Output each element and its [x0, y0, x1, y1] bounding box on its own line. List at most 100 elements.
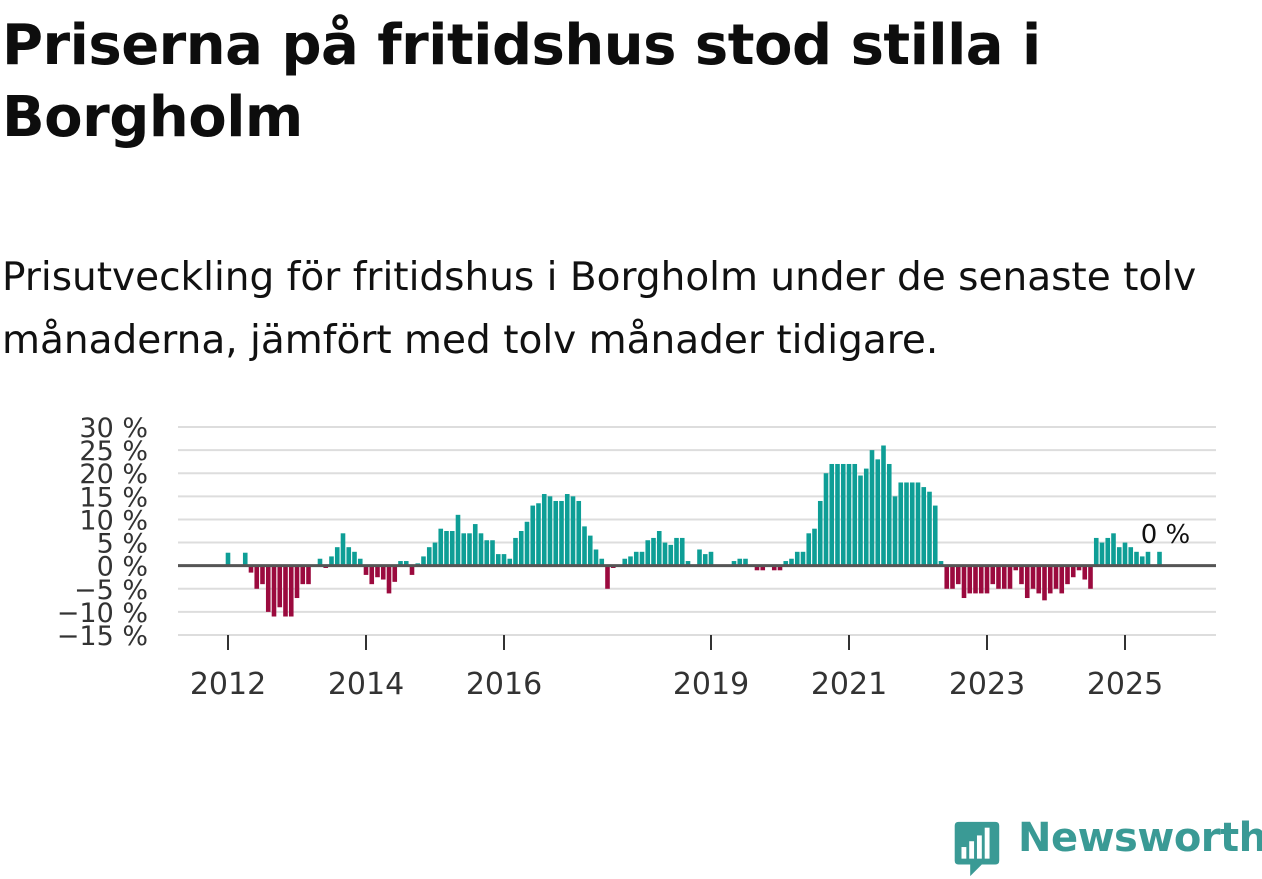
bar — [340, 533, 346, 566]
bar — [697, 549, 702, 566]
bar — [582, 526, 587, 566]
bar — [317, 558, 323, 566]
grid-lines — [178, 426, 1216, 636]
bar — [938, 561, 944, 566]
bar — [375, 565, 380, 578]
bar — [490, 540, 495, 566]
y-tick-label: 0 % — [97, 552, 148, 583]
bar — [1088, 565, 1093, 589]
bar — [760, 565, 766, 571]
x-tick-label: 2012 — [190, 667, 266, 700]
bar — [679, 537, 685, 566]
bar — [536, 503, 541, 566]
bar — [444, 531, 449, 566]
bar — [892, 496, 898, 566]
x-tick-label: 2021 — [811, 667, 887, 700]
y-tick-label: 15 % — [79, 482, 148, 513]
bar — [731, 561, 737, 566]
bar — [1059, 565, 1065, 594]
y-tick-label: −10 % — [57, 598, 148, 629]
brand-name: Newsworthy — [1018, 815, 1262, 861]
bar — [334, 547, 340, 566]
bar — [806, 533, 812, 566]
bar — [633, 551, 639, 566]
y-tick-label: −15 % — [57, 621, 148, 652]
bar — [955, 565, 961, 585]
bar — [875, 459, 881, 566]
bar — [967, 565, 973, 594]
bar — [461, 533, 467, 566]
bar — [225, 552, 231, 566]
bar — [1116, 547, 1122, 566]
bar — [794, 551, 800, 566]
bar — [835, 463, 840, 566]
bar — [1053, 565, 1059, 589]
bar — [455, 514, 461, 566]
bar — [386, 565, 392, 594]
bar — [771, 565, 777, 571]
bar — [346, 547, 352, 566]
bar — [605, 565, 610, 589]
bar — [242, 552, 248, 566]
bar — [300, 565, 306, 585]
bar — [961, 565, 967, 599]
bar — [478, 533, 484, 566]
bar — [306, 565, 311, 585]
bar — [570, 496, 576, 566]
bar — [685, 561, 691, 566]
bar — [990, 565, 996, 585]
y-tick-label: 10 % — [79, 505, 148, 536]
bar — [265, 565, 271, 612]
bar — [432, 542, 438, 566]
bar — [754, 565, 760, 571]
bar — [1036, 565, 1042, 594]
bar — [518, 531, 524, 566]
bar — [1128, 547, 1134, 566]
bar — [403, 561, 409, 566]
bar — [651, 537, 656, 566]
newsworthy-logo-icon — [954, 821, 1000, 877]
bar — [1145, 551, 1151, 566]
bar — [513, 537, 518, 566]
bar — [426, 547, 432, 566]
bar — [484, 540, 490, 566]
bar — [812, 528, 817, 566]
bar — [996, 565, 1001, 589]
bar — [271, 565, 277, 617]
bar — [380, 565, 386, 580]
x-tick-label: 2019 — [673, 667, 749, 700]
bar — [783, 561, 789, 566]
x-axis-ticks: 2012 2014 2016 2019 2021 2023 2025 — [178, 634, 1216, 700]
bar — [852, 463, 858, 566]
bar — [1134, 551, 1139, 566]
bar — [886, 463, 892, 566]
bar — [547, 496, 553, 566]
bar — [392, 565, 398, 582]
bar — [898, 482, 904, 566]
bar — [1076, 565, 1082, 571]
x-tick-label: 2014 — [328, 667, 404, 700]
bar — [708, 551, 714, 566]
bar — [541, 494, 547, 566]
bar — [1047, 565, 1053, 594]
bar — [495, 554, 501, 566]
bar — [599, 558, 605, 566]
bar — [823, 473, 829, 566]
bar — [858, 475, 863, 566]
bar — [1082, 565, 1088, 580]
bar — [656, 531, 662, 566]
bar — [645, 540, 651, 566]
bar — [329, 556, 334, 566]
bar — [1093, 537, 1099, 566]
bar — [944, 565, 950, 589]
bar — [357, 558, 363, 566]
y-tick-label: 20 % — [79, 459, 148, 490]
bar — [260, 565, 265, 585]
bar — [369, 565, 375, 585]
bar — [881, 445, 886, 566]
bar — [869, 450, 875, 566]
bar — [1122, 542, 1128, 566]
bar — [288, 565, 294, 617]
bar — [737, 558, 743, 566]
bar — [467, 533, 472, 566]
